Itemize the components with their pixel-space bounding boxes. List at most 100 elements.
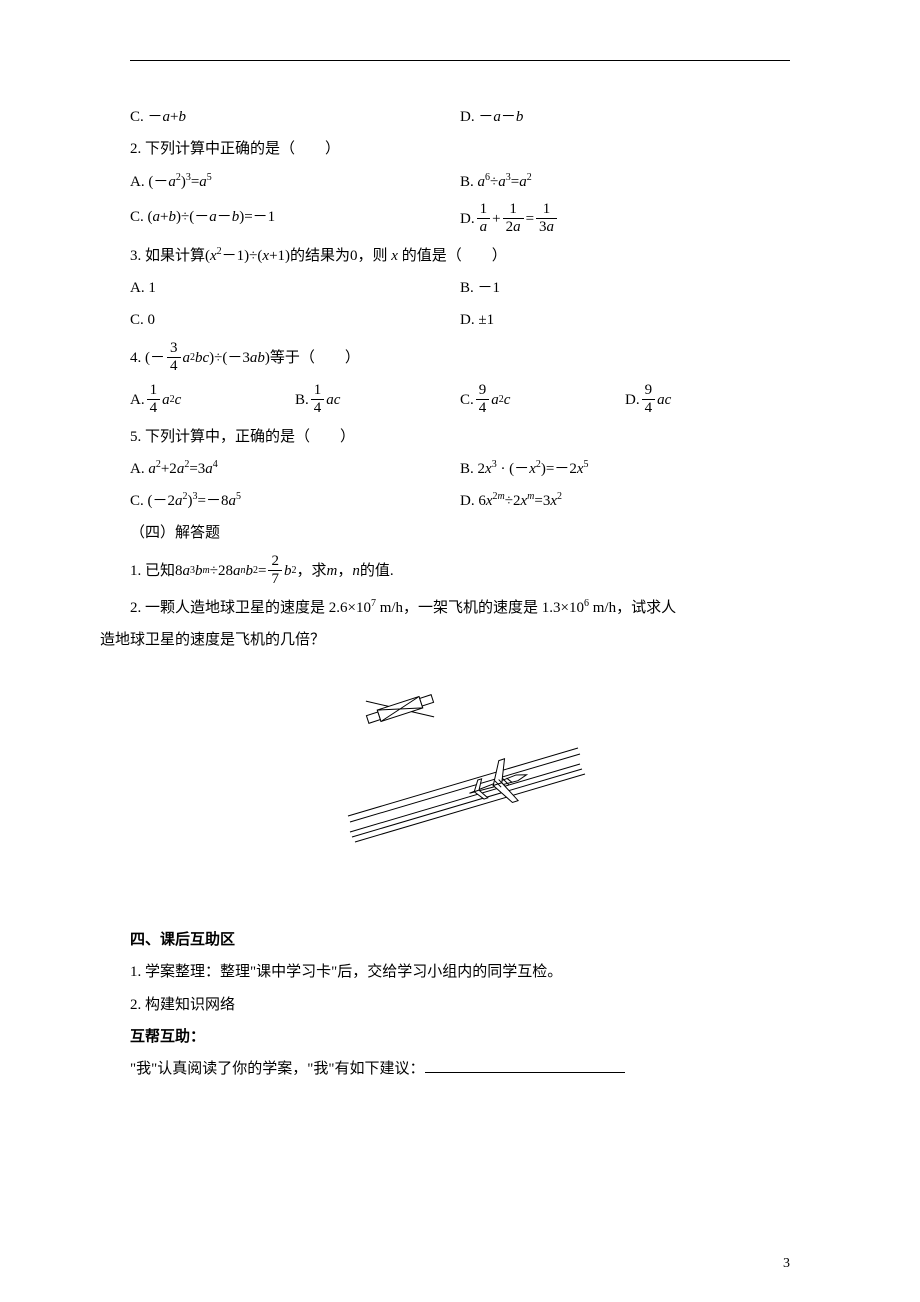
text: +2	[161, 461, 177, 477]
text: B.	[295, 379, 309, 421]
q4-stem: 4. (－ 34 a2bc )÷(－3ab)等于（ ）	[130, 337, 790, 379]
text: 的值是（ ）	[398, 248, 507, 264]
text: －	[501, 109, 516, 125]
var-c: c	[504, 379, 511, 421]
text: )=－2	[541, 461, 577, 477]
q2-row-cd: C. (a+b)÷(－a－b)=－1 D. 1a + 12a = 13a	[130, 198, 790, 240]
after-item-1: 1. 学案整理：整理"课中学习卡"后，交给学习小组内的同学互检。	[130, 956, 790, 988]
text: 3. 如果计算(	[130, 248, 210, 264]
var-ac: ac	[657, 379, 671, 421]
var-a: a	[205, 461, 213, 477]
q5-option-c: C. (－2a2)3=－8a5	[130, 485, 460, 517]
q1-option-d: D. －a－b	[460, 101, 790, 133]
page-number: 3	[783, 1256, 790, 1272]
page: C. －a+b D. －a－b 2. 下列计算中正确的是（ ） A. (－a2)…	[0, 0, 920, 1302]
text: B.	[460, 174, 478, 190]
help-title: 互帮互助：	[130, 1021, 790, 1053]
q3-option-d: D. ±1	[460, 304, 790, 336]
text: C. (	[130, 209, 153, 225]
denominator: 4	[311, 400, 325, 416]
text: =	[511, 174, 519, 190]
q3-row-cd: C. 0 D. ±1	[130, 304, 790, 336]
var-a: a	[175, 493, 183, 509]
var-a: a	[478, 174, 486, 190]
text: C.	[460, 379, 474, 421]
q2-option-c: C. (a+b)÷(－a－b)=－1	[130, 198, 460, 240]
text: D.	[625, 379, 640, 421]
text: · (－	[497, 461, 530, 477]
text: A. (－	[130, 174, 168, 190]
plus: +	[492, 198, 500, 240]
q1-option-c: C. －a+b	[130, 101, 460, 133]
var-b: b	[195, 550, 203, 592]
q5-stem: 5. 下列计算中，正确的是（ ）	[130, 421, 790, 453]
coef: 2	[506, 219, 514, 235]
text: m/h，一架飞机的速度是 1.3×10	[376, 600, 584, 616]
text: ÷	[490, 174, 498, 190]
text: 的值.	[360, 550, 394, 592]
text: =	[258, 550, 266, 592]
var-a: a	[163, 109, 171, 125]
fraction: 27	[268, 554, 282, 587]
var-x: x	[485, 461, 492, 477]
var-a: a	[183, 550, 191, 592]
var-a: a	[168, 174, 176, 190]
q3-option-c: C. 0	[130, 304, 460, 336]
q4-option-c: C. 94 a2c	[460, 379, 625, 421]
var-x: x	[529, 461, 536, 477]
text: )等于（ ）	[265, 337, 360, 379]
var-a: a	[162, 379, 170, 421]
sup: 5	[584, 459, 589, 470]
q3-option-a: A. 1	[130, 272, 460, 304]
var-a: a	[493, 109, 501, 125]
text: C. －	[130, 109, 163, 125]
fraction: 13a	[536, 202, 557, 235]
denominator: 4	[642, 400, 656, 416]
var-b: b	[284, 550, 292, 592]
text: ÷2	[505, 493, 521, 509]
after-item-2: 2. 构建知识网络	[130, 989, 790, 1021]
var-ac: ac	[326, 379, 340, 421]
sup: 5	[236, 491, 241, 502]
text: A.	[130, 461, 148, 477]
numerator: 1	[503, 202, 524, 219]
denominator: a	[477, 219, 491, 235]
denominator: 2a	[503, 219, 524, 235]
var-a: a	[233, 550, 241, 592]
var-b: b	[178, 109, 186, 125]
denominator: 3a	[536, 219, 557, 235]
fraction: 1a	[477, 202, 491, 235]
q3-option-b: B. －1	[460, 272, 790, 304]
q5-option-a: A. a2+2a2=3a4	[130, 453, 460, 485]
blank-underline	[425, 1057, 625, 1073]
fraction: 14	[311, 383, 325, 416]
q5-row-ab: A. a2+2a2=3a4 B. 2x3 · (－x2)=－2x5	[130, 453, 790, 485]
coef: 3	[539, 219, 547, 235]
sup: 2	[557, 491, 562, 502]
fraction: 94	[476, 383, 490, 416]
text: )÷(－3	[209, 337, 250, 379]
text: =－8	[198, 493, 229, 509]
var-x: x	[391, 248, 398, 264]
numerator: 1	[536, 202, 557, 219]
text: )=－1	[239, 209, 275, 225]
denominator: 4	[147, 400, 161, 416]
satellite-plane-figure	[330, 674, 590, 849]
var-a: a	[183, 337, 191, 379]
var-a: a	[153, 209, 161, 225]
var-a: a	[498, 174, 506, 190]
var-ab: ab	[250, 337, 265, 379]
section4-title: （四）解答题	[130, 517, 790, 549]
text: ÷28	[210, 550, 233, 592]
var-b: b	[516, 109, 524, 125]
sup: 2m	[493, 491, 505, 502]
text: "我"认真阅读了你的学案，"我"有如下建议：	[130, 1061, 425, 1077]
problem-1: 1. 已知8a3bm÷28anb2= 27 b2，求 m，n 的值.	[130, 550, 790, 592]
var-n: n	[352, 550, 360, 592]
q3-row-ab: A. 1 B. －1	[130, 272, 790, 304]
q1-options-cd: C. －a+b D. －a－b	[130, 101, 790, 133]
denominator: 4	[167, 358, 181, 374]
text: m/h，试求人	[589, 600, 676, 616]
problem-2-line1: 2. 一颗人造地球卫星的速度是 2.6×107 m/h，一架飞机的速度是 1.3…	[130, 592, 790, 624]
var-c: c	[175, 379, 182, 421]
